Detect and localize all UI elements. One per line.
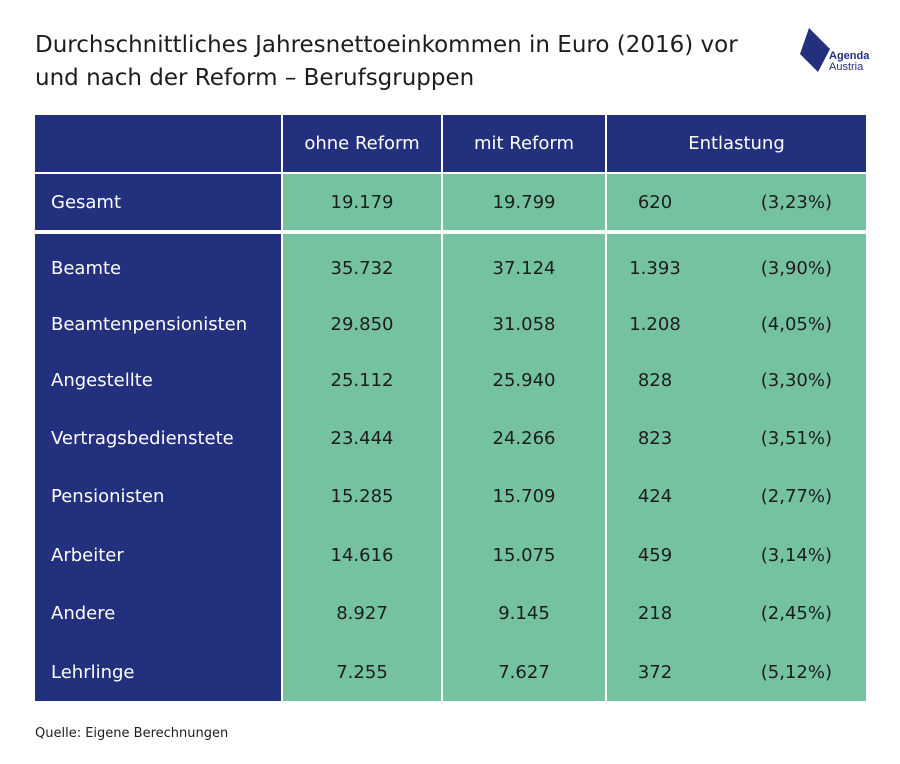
chart-title-line-2: und nach der Reform – Berufsgruppen <box>35 65 475 91</box>
header-cell-entlastung: Entlastung <box>607 115 866 172</box>
entlastung-percent: (3,51%) <box>760 427 832 449</box>
cell-mit-reform: 19.799 <box>443 174 605 230</box>
income-table: ohne Reform mit Reform Entlastung Gesamt… <box>35 115 866 701</box>
entlastung-absolute: 218 <box>637 602 673 624</box>
cell-entlastung: 1.208 (4,05%) <box>607 295 866 353</box>
chart-title-line-1: Durchschnittliches Jahresnettoeinkommen … <box>35 32 738 58</box>
cell-entlastung: 218 (2,45%) <box>607 584 866 642</box>
table-row: Arbeiter 14.616 15.075 459 (3,14%) <box>35 526 866 584</box>
cell-ohne-reform: 15.285 <box>330 485 394 507</box>
entlastung-absolute: 372 <box>637 661 673 683</box>
header-cell-mit-reform: mit Reform <box>443 115 605 172</box>
entlastung-percent: (2,77%) <box>760 485 832 507</box>
table-body <box>35 234 866 701</box>
source-note: Quelle: Eigene Berechnungen <box>35 726 229 741</box>
entlastung-percent: (3,30%) <box>760 369 832 391</box>
entlastung-percent: (3,23%) <box>760 191 832 213</box>
entlastung-percent: (4,05%) <box>760 313 832 335</box>
cell-entlastung: 459 (3,14%) <box>607 526 866 584</box>
row-label: Beamte <box>51 257 122 279</box>
cell-mit-reform: 9.145 <box>498 602 550 624</box>
cell-mit-reform: 7.627 <box>498 661 550 683</box>
body-entlastung-column <box>607 234 866 701</box>
table-row: Lehrlinge 7.255 7.627 372 (5,12%) <box>35 643 866 701</box>
cell-mit-reform: 37.124 <box>492 257 556 279</box>
cell-mit-reform: 24.266 <box>492 427 556 449</box>
entlastung-percent: (2,45%) <box>760 602 832 624</box>
row-label: Lehrlinge <box>51 661 135 683</box>
row-label: Angestellte <box>51 369 153 391</box>
entlastung-absolute: 620 <box>637 191 673 213</box>
cell-mit-reform: 15.709 <box>492 485 556 507</box>
logo-text-austria: Austria <box>829 61 864 73</box>
header-cell-ohne-reform: ohne Reform <box>283 115 441 172</box>
entlastung-absolute: 828 <box>637 369 673 391</box>
cell-entlastung: 828 (3,30%) <box>607 351 866 409</box>
row-label: Arbeiter <box>51 544 124 566</box>
cell-ohne-reform: 23.444 <box>330 427 394 449</box>
cell-entlastung: 620 (3,23%) <box>607 174 866 230</box>
body-ohne-column <box>283 234 441 701</box>
logo-mark-icon <box>800 28 830 72</box>
logo-text-agenda: Agenda <box>829 50 870 62</box>
cell-entlastung: 424 (2,77%) <box>607 467 866 525</box>
entlastung-absolute: 1.393 <box>629 257 681 279</box>
table-header-row: ohne Reform mit Reform Entlastung <box>35 115 866 172</box>
entlastung-absolute: 1.208 <box>629 313 681 335</box>
cell-ohne-reform: 8.927 <box>336 602 388 624</box>
cell-ohne-reform: 7.255 <box>336 661 388 683</box>
entlastung-percent: (3,14%) <box>760 544 832 566</box>
body-mit-column <box>443 234 605 701</box>
table-row: Angestellte 25.112 25.940 828 (3,30%) <box>35 351 866 409</box>
cell-mit-reform: 25.940 <box>492 369 556 391</box>
table-row: Andere 8.927 9.145 218 (2,45%) <box>35 584 866 642</box>
chart-title: Durchschnittliches Jahresnettoeinkommen … <box>35 29 795 95</box>
cell-entlastung: 823 (3,51%) <box>607 409 866 467</box>
table-row: Beamte 35.732 37.124 1.393 (3,90%) <box>35 239 866 297</box>
header-cell-empty <box>35 115 281 172</box>
entlastung-percent: (5,12%) <box>760 661 832 683</box>
cell-ohne-reform: 29.850 <box>330 313 394 335</box>
entlastung-absolute: 424 <box>637 485 673 507</box>
cell-ohne-reform: 14.616 <box>330 544 394 566</box>
row-label: Beamtenpensionisten <box>51 313 248 335</box>
row-label: Andere <box>51 602 116 624</box>
row-label: Vertragsbedienstete <box>51 427 234 449</box>
entlastung-absolute: 823 <box>637 427 673 449</box>
table-row-total: Gesamt 19.179 19.799 620 (3,23%) <box>35 174 866 230</box>
table-row: Vertragsbedienstete 23.444 24.266 823 (3… <box>35 409 866 467</box>
cell-entlastung: 1.393 (3,90%) <box>607 239 866 297</box>
entlastung-percent: (3,90%) <box>760 257 832 279</box>
cell-ohne-reform: 25.112 <box>330 369 394 391</box>
row-label: Gesamt <box>35 174 281 230</box>
table-row: Pensionisten 15.285 15.709 424 (2,77%) <box>35 467 866 525</box>
cell-mit-reform: 31.058 <box>492 313 556 335</box>
cell-mit-reform: 15.075 <box>492 544 556 566</box>
table-row: Beamtenpensionisten 29.850 31.058 1.208 … <box>35 295 866 353</box>
row-label: Pensionisten <box>51 485 165 507</box>
cell-ohne-reform: 35.732 <box>330 257 394 279</box>
agenda-austria-logo: Agenda Austria <box>800 28 870 74</box>
body-label-column <box>35 234 281 701</box>
entlastung-absolute: 459 <box>637 544 673 566</box>
cell-ohne-reform: 19.179 <box>283 174 441 230</box>
cell-entlastung: 372 (5,12%) <box>607 643 866 701</box>
